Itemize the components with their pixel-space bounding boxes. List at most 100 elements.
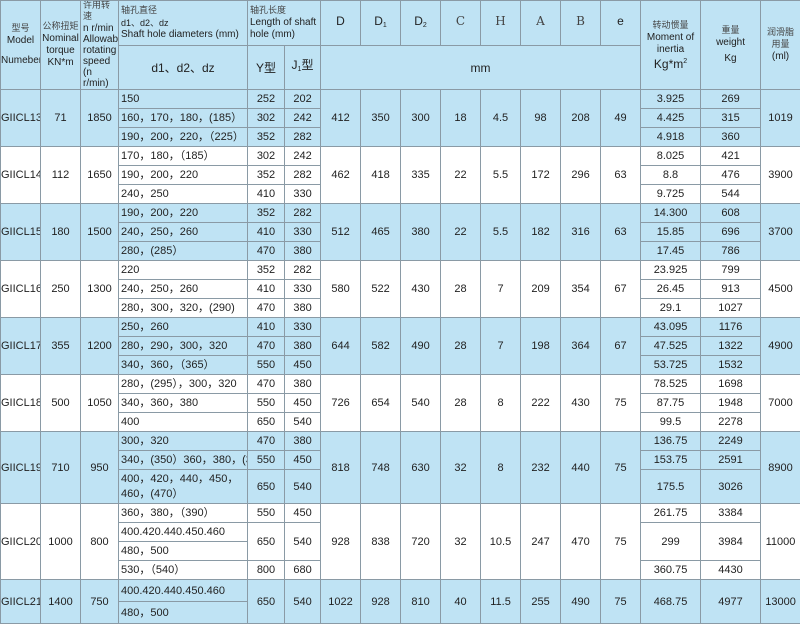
dimension-value: 582	[360, 317, 402, 375]
table-row: 480，500	[1, 541, 800, 561]
shaft-hole-diameters: 400.420.440.450.460	[118, 579, 248, 602]
shaft-hole-diameters: 400.420.440.450.460	[118, 522, 248, 542]
y-type-length: 650	[247, 522, 285, 561]
shaft-hole-diameters: 280，300，320，(290)	[118, 298, 248, 318]
table-row: GIICL14 112 1650 170，180，（185） 302 242 462 418 3…	[0, 146, 800, 204]
weight: 4430	[700, 560, 762, 580]
nominal-torque: 250	[40, 260, 81, 318]
dimension-value: 335	[400, 146, 442, 204]
weight: 913	[700, 279, 762, 299]
moment-of-inertia: 29.1	[640, 298, 702, 318]
weight: 476	[700, 165, 762, 185]
allowable-speed: 1500	[80, 203, 119, 261]
table-row: 190，200，220，（225） 352 282 4.918 360	[1, 127, 800, 147]
header-oil: 润滑脂 用量 (ml)	[760, 0, 800, 90]
shaft-hole-diameters: 190，200，220，（225）	[118, 127, 248, 147]
dimension-value: 32	[440, 503, 482, 580]
model-number: GIICL17	[0, 317, 41, 375]
moment-of-inertia: 26.45	[640, 279, 702, 299]
shaft-hole-diameters: 340，360，380	[118, 393, 248, 413]
table-row: GIICL18 500 1050 280，(295），300，320 470 380 726…	[0, 374, 800, 432]
shaft-hole-diameters: 360，380，（390）	[118, 503, 248, 523]
weight: 1698	[700, 374, 762, 394]
nominal-torque: 355	[40, 317, 81, 375]
weight: 799	[700, 260, 762, 280]
dimension-value: 522	[360, 260, 402, 318]
table-row: 190，200，220 352 282 8.8 476	[1, 165, 800, 185]
dimension-value: 255	[520, 579, 562, 624]
model-number: GIICL21	[0, 579, 41, 624]
dimension-value: 67	[600, 260, 642, 318]
dimension-value: 490	[400, 317, 442, 375]
shaft-hole-diameters: 340，(350）360，380，(390）	[118, 450, 248, 470]
allowable-speed: 950	[80, 431, 119, 504]
dimension-value: 5.5	[480, 203, 522, 261]
j1-type-length: 330	[283, 184, 322, 204]
header-dim: e	[600, 0, 642, 47]
model-number: GIICL13	[0, 89, 41, 147]
dimension-value: 232	[520, 431, 562, 504]
dimension-value: 300	[400, 89, 442, 147]
dimension-value: 580	[320, 260, 362, 318]
dimension-value: 75	[600, 374, 642, 432]
dimension-value: 98	[520, 89, 562, 147]
dimension-value: 32	[440, 431, 482, 504]
y-type-length: 470	[247, 431, 285, 451]
weight: 696	[700, 222, 762, 242]
grease-amount: 3700	[760, 203, 800, 261]
j1-type-length: 242	[283, 146, 322, 166]
y-type-length: 470	[247, 336, 285, 356]
weight: 2591	[700, 450, 762, 470]
dimension-value: 40	[440, 579, 482, 624]
allowable-speed: 750	[80, 579, 119, 624]
dimension-value: 748	[360, 431, 402, 504]
j1-type-length: 540	[283, 579, 322, 624]
y-type-length: 550	[247, 450, 285, 470]
j1-type-length: 380	[283, 336, 322, 356]
j1-type-length: 380	[283, 374, 322, 394]
dimension-value: 350	[360, 89, 402, 147]
moment-of-inertia: 9.725	[640, 184, 702, 204]
dimension-value: 630	[400, 431, 442, 504]
shaft-hole-diameters: 400，420，440，450， 460，(470）	[118, 469, 248, 504]
shaft-hole-diameters: 280，(285）	[118, 241, 248, 261]
dimension-value: 63	[600, 203, 642, 261]
dimension-value: 208	[560, 89, 602, 147]
nominal-torque: 180	[40, 203, 81, 261]
moment-of-inertia: 261.75	[640, 503, 702, 523]
weight: 3384	[700, 503, 762, 523]
moment-of-inertia: 17.45	[640, 241, 702, 261]
dimension-value: 654	[360, 374, 402, 432]
j1-type-length: 242	[283, 108, 322, 128]
dimension-value: 354	[560, 260, 602, 318]
j1-type-length: 450	[283, 355, 322, 375]
y-type-length: 302	[247, 146, 285, 166]
dimension-value: 172	[520, 146, 562, 204]
nominal-torque: 71	[40, 89, 81, 147]
y-type-length: 470	[247, 374, 285, 394]
y-type-length: 410	[247, 279, 285, 299]
dimension-value: 22	[440, 146, 482, 204]
moment-of-inertia: 14.300	[640, 203, 702, 223]
header-dim: H	[480, 0, 522, 47]
shaft-hole-diameters: 240，250，260	[118, 279, 248, 299]
y-type-length: 650	[247, 412, 285, 432]
model-number: GIICL18	[0, 374, 41, 432]
j1-type-length: 282	[283, 127, 322, 147]
moment-of-inertia: 43.095	[640, 317, 702, 337]
dimension-value: 1022	[320, 579, 362, 624]
dimension-value: 470	[560, 503, 602, 580]
y-type-length: 470	[247, 241, 285, 261]
shaft-hole-diameters: 150	[118, 89, 248, 109]
moment-of-inertia: 3.925	[640, 89, 702, 109]
moment-of-inertia: 8.8	[640, 165, 702, 185]
dimension-value: 11.5	[480, 579, 522, 624]
moment-of-inertia: 8.025	[640, 146, 702, 166]
grease-amount: 4500	[760, 260, 800, 318]
grease-amount: 3900	[760, 146, 800, 204]
y-type-length: 650	[247, 579, 285, 624]
j1-type-length: 380	[283, 241, 322, 261]
allowable-speed: 800	[80, 503, 119, 580]
